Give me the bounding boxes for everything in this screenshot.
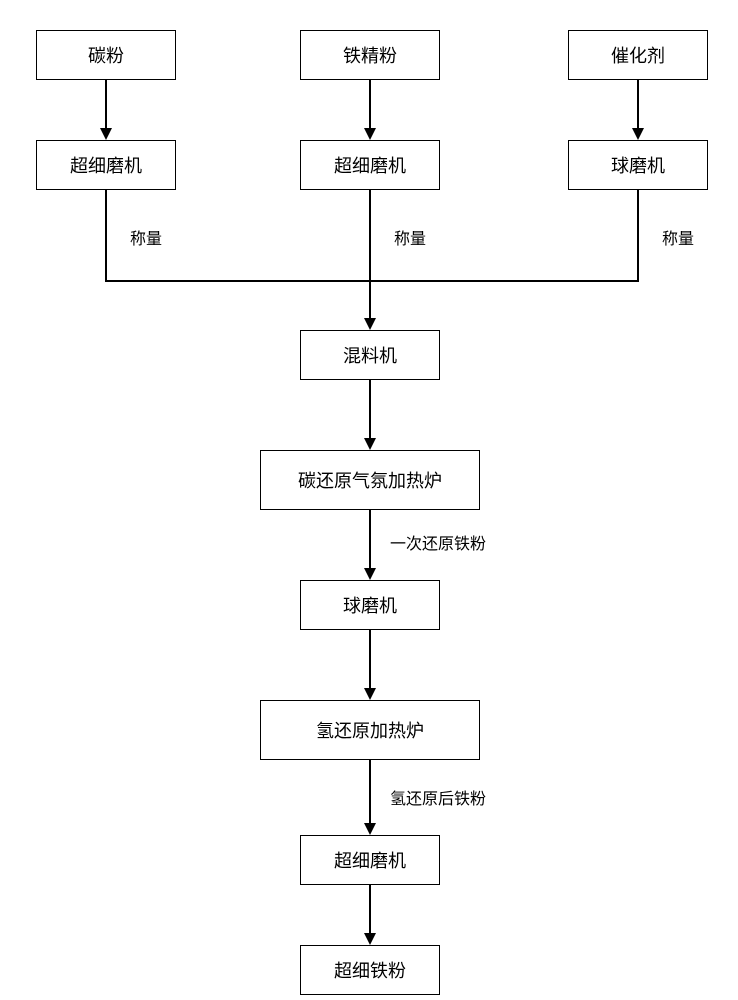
arrow-line — [369, 885, 371, 933]
node-label: 球磨机 — [611, 152, 665, 178]
arrow-head-icon — [364, 568, 376, 580]
arrow-line — [105, 80, 107, 128]
arrow-line — [369, 380, 371, 438]
arrow-line — [369, 630, 371, 688]
node-ultrafine-mill-3: 超细磨机 — [300, 835, 440, 885]
arrow-line — [369, 760, 371, 823]
arrow-line — [369, 190, 371, 280]
node-label: 球磨机 — [343, 592, 397, 618]
arrow-line — [369, 510, 371, 568]
node-iron-concentrate: 铁精粉 — [300, 30, 440, 80]
arrow-head-icon — [364, 318, 376, 330]
arrow-head-icon — [364, 823, 376, 835]
arrow-head-icon — [364, 933, 376, 945]
node-hydrogen-reduction-furnace: 氢还原加热炉 — [260, 700, 480, 760]
node-ultrafine-mill-1: 超细磨机 — [36, 140, 176, 190]
node-label: 超细磨机 — [334, 847, 406, 873]
node-label: 超细铁粉 — [334, 957, 406, 983]
node-label: 超细磨机 — [334, 152, 406, 178]
arrow-head-icon — [364, 128, 376, 140]
node-label: 超细磨机 — [70, 152, 142, 178]
edge-label-primary-reduced: 一次还原铁粉 — [390, 530, 486, 554]
arrow-line — [105, 190, 107, 280]
arrow-line — [637, 80, 639, 128]
node-carbon-reduction-furnace: 碳还原气氛加热炉 — [260, 450, 480, 510]
arrow-line — [369, 80, 371, 128]
node-catalyst: 催化剂 — [568, 30, 708, 80]
arrow-head-icon — [364, 438, 376, 450]
node-ultrafine-mill-2: 超细磨机 — [300, 140, 440, 190]
node-ball-mill-2: 球磨机 — [300, 580, 440, 630]
node-label: 氢还原加热炉 — [316, 717, 424, 743]
node-ultrafine-iron-powder: 超细铁粉 — [300, 945, 440, 995]
node-label: 碳还原气氛加热炉 — [298, 467, 442, 493]
arrow-head-icon — [100, 128, 112, 140]
arrow-line — [369, 280, 371, 318]
node-ball-mill-1: 球磨机 — [568, 140, 708, 190]
node-label: 混料机 — [343, 342, 397, 368]
edge-label-weigh-1: 称量 — [130, 225, 162, 249]
arrow-head-icon — [364, 688, 376, 700]
arrow-line — [637, 190, 639, 280]
node-label: 碳粉 — [88, 42, 124, 68]
edge-label-weigh-2: 称量 — [394, 225, 426, 249]
node-label: 催化剂 — [611, 42, 665, 68]
node-carbon-powder: 碳粉 — [36, 30, 176, 80]
arrow-head-icon — [632, 128, 644, 140]
edge-label-hydrogen-reduced: 氢还原后铁粉 — [390, 785, 486, 809]
node-mixer: 混料机 — [300, 330, 440, 380]
arrow-line — [105, 280, 639, 282]
node-label: 铁精粉 — [343, 42, 397, 68]
edge-label-weigh-3: 称量 — [662, 225, 694, 249]
